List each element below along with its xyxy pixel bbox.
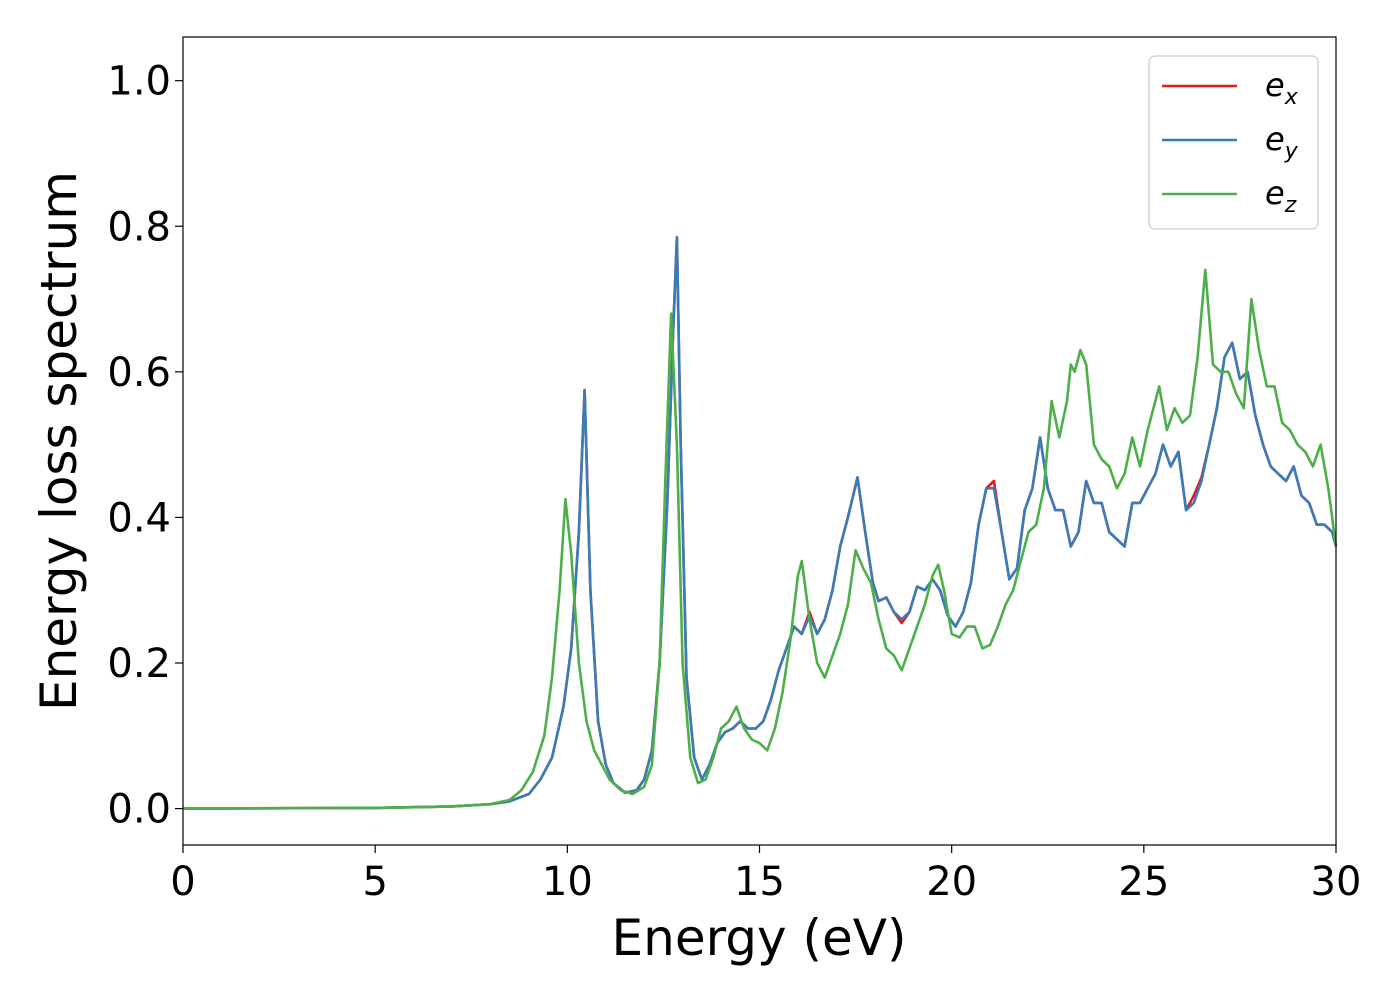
y-tick-label: 0.2 <box>107 641 171 687</box>
legend-label-base: e <box>1265 66 1285 104</box>
x-tick-label: 25 <box>1118 859 1169 905</box>
y-tick-label: 0.4 <box>107 495 171 541</box>
series-line-y <box>182 235 1338 810</box>
legend-label-base: e <box>1265 174 1285 212</box>
x-tick-label: 5 <box>362 859 387 905</box>
y-axis-title: Energy loss spectrum <box>30 171 88 711</box>
x-tick-label: 20 <box>926 859 977 905</box>
legend-label-subscript: x <box>1284 85 1299 110</box>
y-tick-label: 0.6 <box>107 350 171 396</box>
x-axis: 0 5 10 15 20 25 30 <box>170 845 1361 905</box>
x-tick-label: 0 <box>170 859 195 905</box>
legend-label-x: ex <box>1265 66 1299 110</box>
y-tick-label: 1.0 <box>107 59 171 105</box>
legend-label-base: e <box>1265 120 1285 158</box>
x-axis-title: Energy (eV) <box>612 909 907 967</box>
legend-label-y: ey <box>1265 120 1299 164</box>
y-tick-label: 0.0 <box>107 787 171 833</box>
plot-lines <box>182 235 1338 810</box>
y-tick-label: 0.8 <box>107 204 171 250</box>
legend-label-subscript: z <box>1284 193 1297 218</box>
y-axis: 0.0 0.2 0.4 0.6 0.8 1.0 <box>107 59 183 833</box>
legend-box <box>1148 55 1319 230</box>
x-tick-label: 10 <box>542 859 593 905</box>
series-line-z <box>182 268 1338 810</box>
x-tick-label: 15 <box>734 859 785 905</box>
legend-label-subscript: y <box>1284 139 1299 164</box>
legend-label-z: ez <box>1265 174 1297 218</box>
x-tick-label: 30 <box>1311 859 1362 905</box>
